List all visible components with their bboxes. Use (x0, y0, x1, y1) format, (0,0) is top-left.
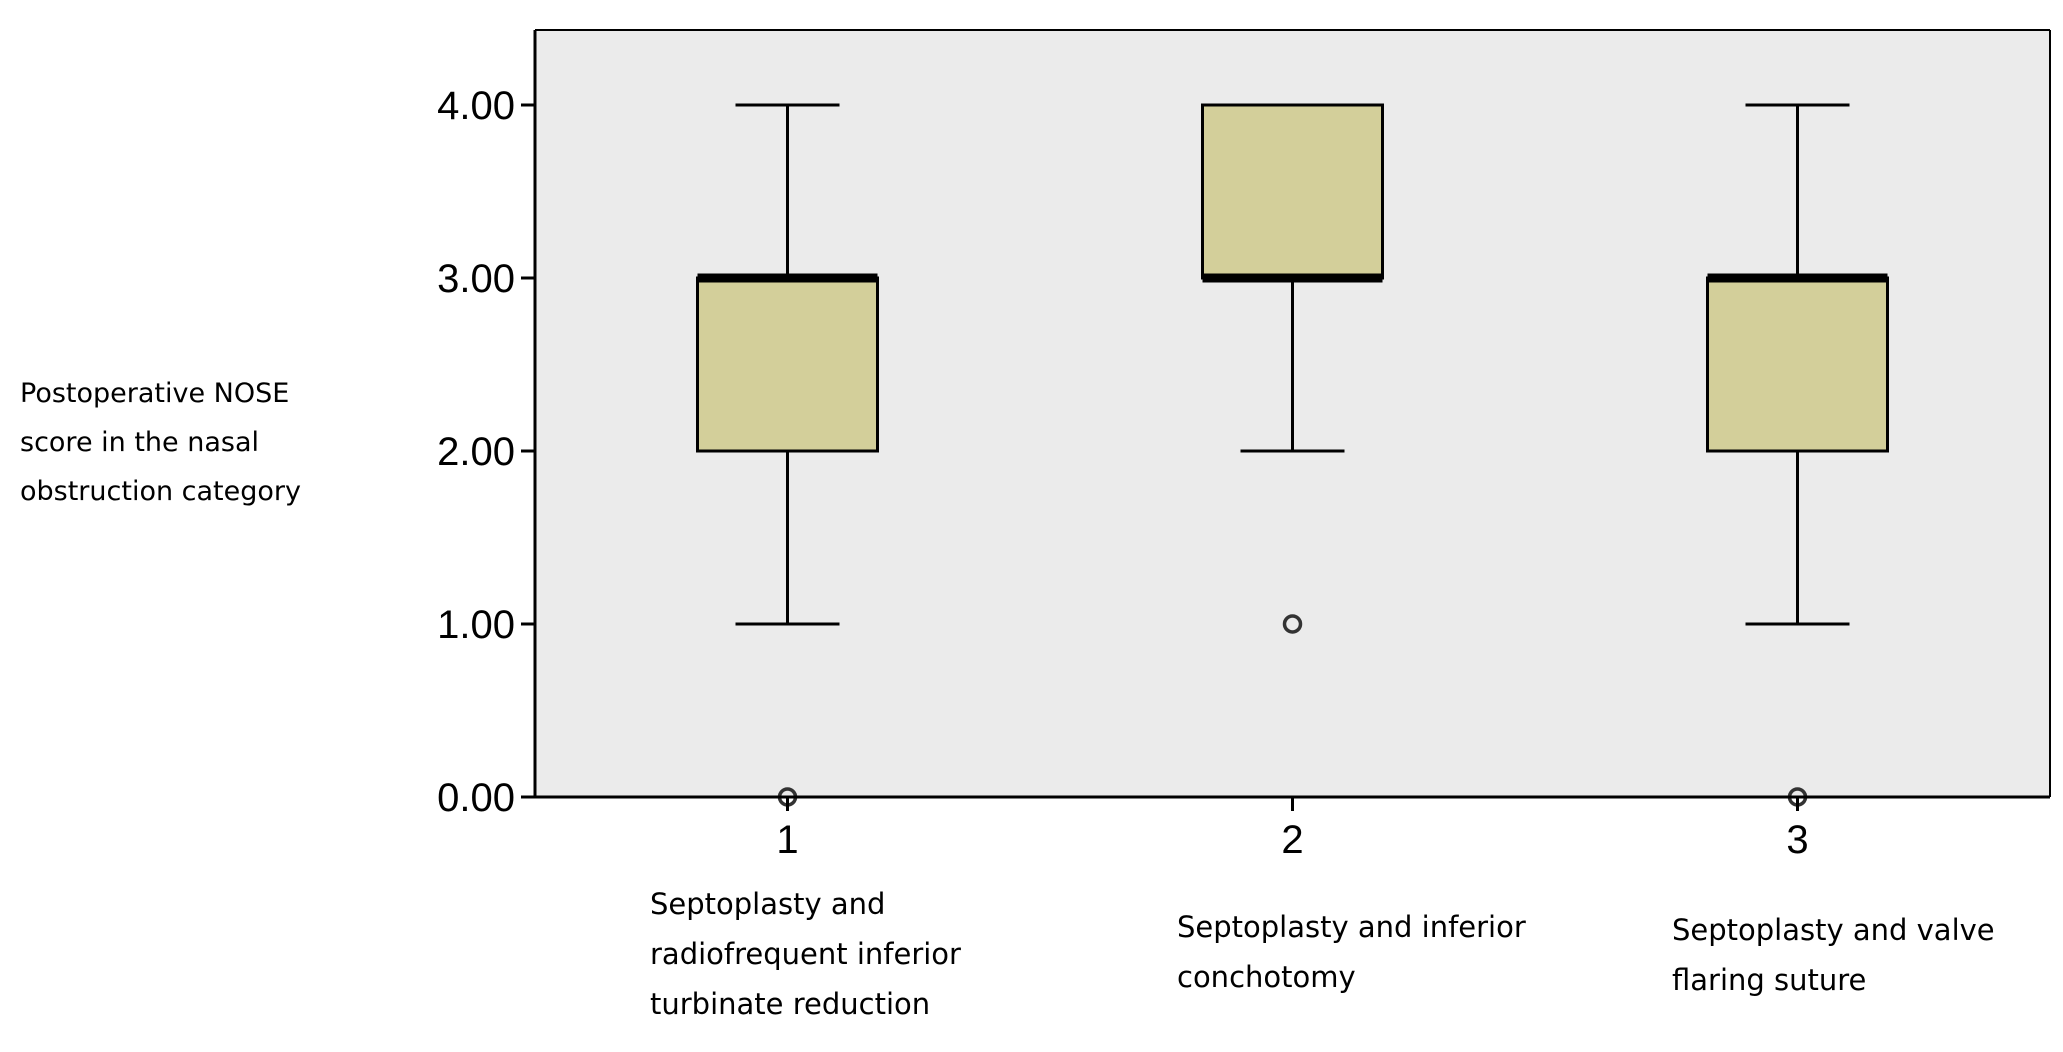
category-label-line: flaring suture (1672, 963, 1866, 997)
category-label-2: Septoplasty and inferior conchotomy (1177, 910, 1526, 994)
y-tick-label: 1.00 (437, 603, 515, 647)
category-label-line: Septoplasty and valve (1672, 913, 1995, 947)
category-label-3: Septoplasty and valve flaring suture (1672, 913, 1995, 997)
y-axis-label-line: score in the nasal (20, 427, 259, 458)
y-tick-label: 0.00 (437, 776, 515, 820)
category-label-line: Septoplasty and inferior (1177, 910, 1526, 944)
box-group-3 (1706, 103, 1889, 807)
category-label-line: Septoplasty and (650, 887, 885, 921)
category-label-line: turbinate reduction (650, 987, 930, 1021)
y-tick-label: 4.00 (437, 84, 515, 128)
box-group-2 (1201, 103, 1384, 634)
category-label-line: radiofrequent inferior (650, 937, 961, 971)
iqr-box (696, 276, 879, 453)
category-label-1: Septoplasty and radiofrequent inferior tur… (650, 887, 961, 1021)
y-tick-label: 3.00 (437, 257, 515, 301)
x-tick-label: 1 (776, 818, 798, 862)
outlier-point (1282, 614, 1303, 634)
boxes-layer (696, 103, 1889, 807)
y-axis-label-line: Postoperative NOSE (20, 378, 289, 409)
y-axis-label-line: obstruction category (20, 476, 301, 507)
x-tick-label: 2 (1281, 818, 1303, 862)
category-labels: Septoplasty and radiofrequent inferior tur… (650, 887, 1995, 1021)
axes-layer: 0.00 1.00 2.00 3.00 4.00 1 2 3 (437, 29, 2051, 862)
x-tick-label: 3 (1786, 818, 1808, 862)
category-label-line: conchotomy (1177, 960, 1356, 994)
y-tick-label: 2.00 (437, 430, 515, 474)
iqr-box (1706, 276, 1889, 453)
iqr-box (1201, 103, 1384, 280)
y-axis-label: Postoperative NOSE score in the nasal obst… (20, 378, 301, 507)
